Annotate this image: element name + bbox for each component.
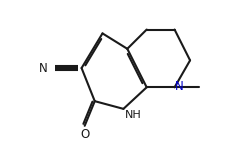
Text: NH: NH [125,110,142,120]
Text: O: O [80,128,89,141]
Text: N: N [39,62,48,75]
Text: N: N [175,80,184,93]
